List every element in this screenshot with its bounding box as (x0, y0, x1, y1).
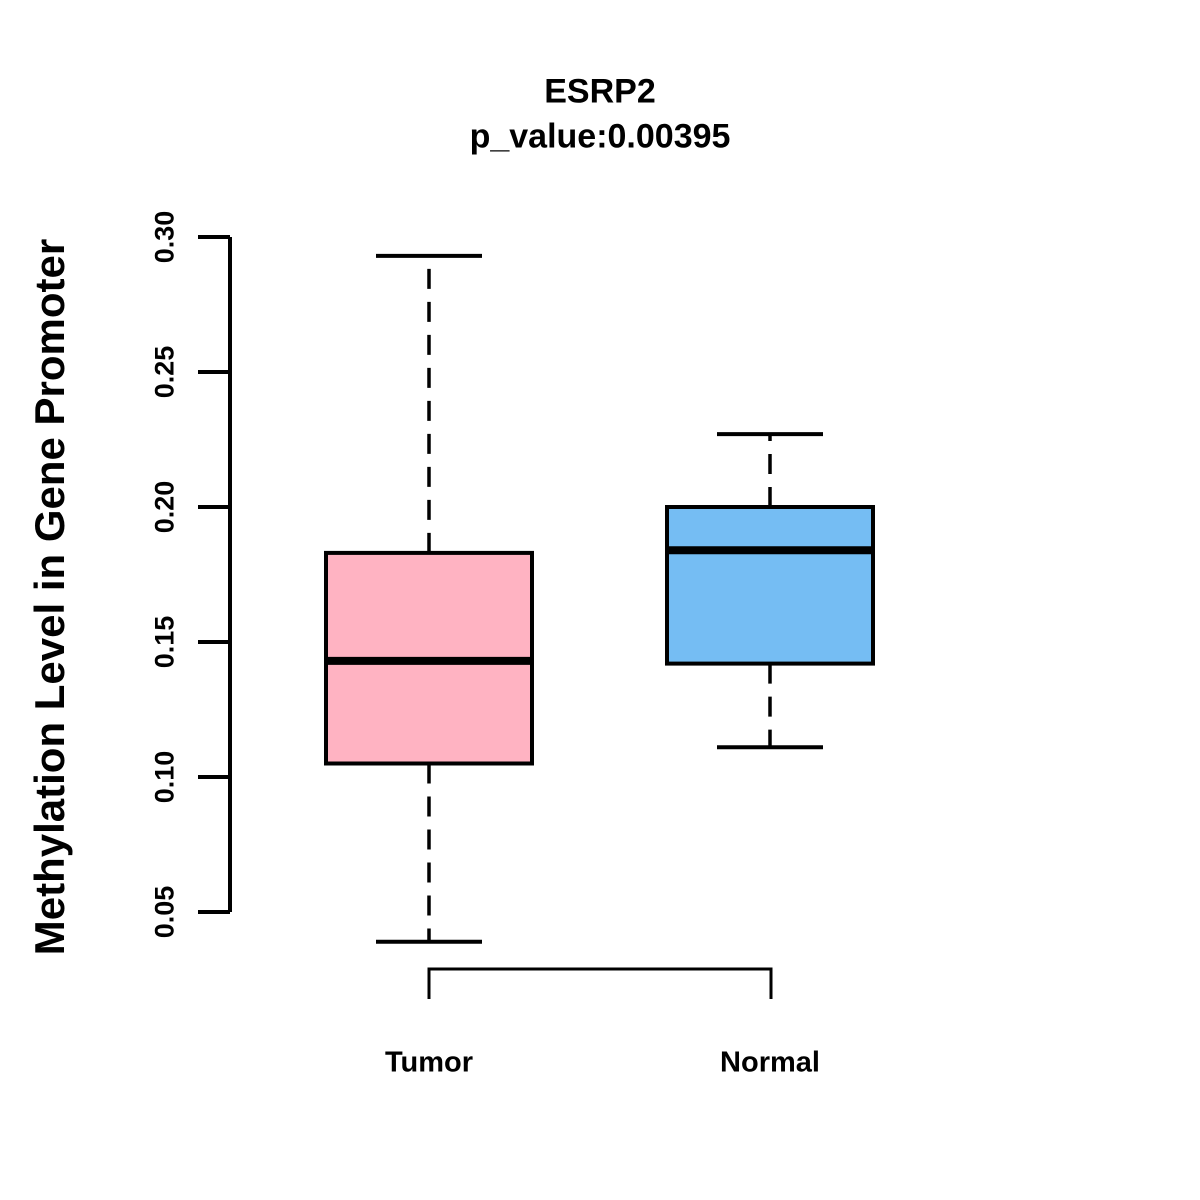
x-category-label-tumor: Tumor (384, 1046, 474, 1079)
comparison-bracket (427, 967, 773, 999)
chart-subtitle: p_value:0.00395 (469, 117, 731, 156)
y-tick-label: 0.15 (149, 615, 180, 669)
y-tick-label: 0.30 (149, 210, 180, 264)
x-category-label-normal: Normal (720, 1046, 820, 1079)
iqr-box-normal (665, 505, 875, 666)
chart-title: ESRP2 (544, 72, 656, 111)
y-tick-label: 0.25 (149, 345, 180, 399)
y-tick-label: 0.05 (149, 885, 180, 939)
y-tick-label: 0.10 (149, 750, 180, 804)
y-tick-label: 0.20 (149, 480, 180, 534)
